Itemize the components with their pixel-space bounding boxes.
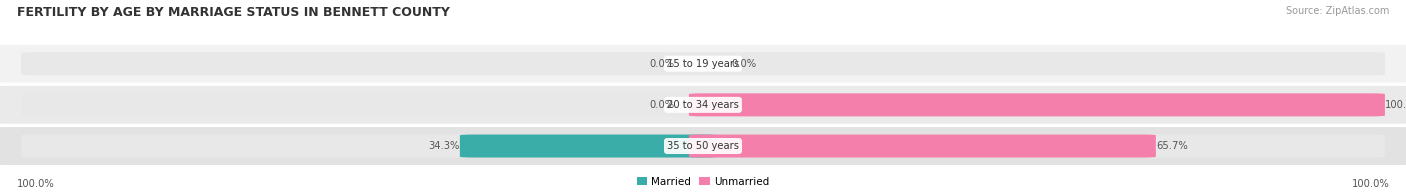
Text: 0.0%: 0.0% [650, 59, 675, 69]
Legend: Married, Unmarried: Married, Unmarried [633, 172, 773, 191]
FancyBboxPatch shape [21, 52, 1385, 75]
FancyBboxPatch shape [0, 86, 1406, 124]
Text: 100.0%: 100.0% [1385, 100, 1406, 110]
FancyBboxPatch shape [689, 93, 1385, 116]
Text: 100.0%: 100.0% [17, 179, 55, 189]
FancyBboxPatch shape [0, 127, 1406, 165]
Text: Source: ZipAtlas.com: Source: ZipAtlas.com [1285, 6, 1389, 16]
Text: 100.0%: 100.0% [1351, 179, 1389, 189]
Text: 20 to 34 years: 20 to 34 years [666, 100, 740, 110]
Text: 35 to 50 years: 35 to 50 years [666, 141, 740, 151]
Text: 0.0%: 0.0% [731, 59, 756, 69]
Text: 34.3%: 34.3% [429, 141, 460, 151]
Text: FERTILITY BY AGE BY MARRIAGE STATUS IN BENNETT COUNTY: FERTILITY BY AGE BY MARRIAGE STATUS IN B… [17, 6, 450, 19]
FancyBboxPatch shape [460, 134, 717, 158]
FancyBboxPatch shape [0, 45, 1406, 83]
Text: 65.7%: 65.7% [1156, 141, 1188, 151]
Text: 15 to 19 years: 15 to 19 years [666, 59, 740, 69]
FancyBboxPatch shape [21, 93, 1385, 116]
FancyBboxPatch shape [689, 134, 1156, 158]
FancyBboxPatch shape [21, 134, 1385, 158]
Text: 0.0%: 0.0% [650, 100, 675, 110]
